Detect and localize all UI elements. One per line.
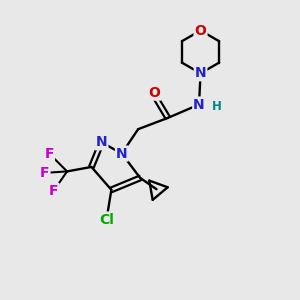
Text: N: N (96, 135, 107, 149)
Text: N: N (193, 98, 205, 112)
Text: F: F (49, 184, 58, 198)
Text: O: O (148, 85, 160, 100)
Text: F: F (44, 147, 54, 160)
Text: N: N (195, 66, 206, 80)
Text: F: F (40, 166, 50, 180)
Text: N: N (116, 147, 128, 160)
Text: H: H (212, 100, 221, 112)
Text: Cl: Cl (100, 212, 114, 226)
Text: O: O (195, 23, 206, 38)
